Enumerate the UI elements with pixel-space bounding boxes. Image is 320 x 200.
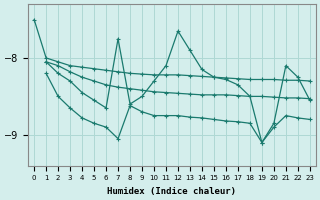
X-axis label: Humidex (Indice chaleur): Humidex (Indice chaleur) — [108, 187, 236, 196]
